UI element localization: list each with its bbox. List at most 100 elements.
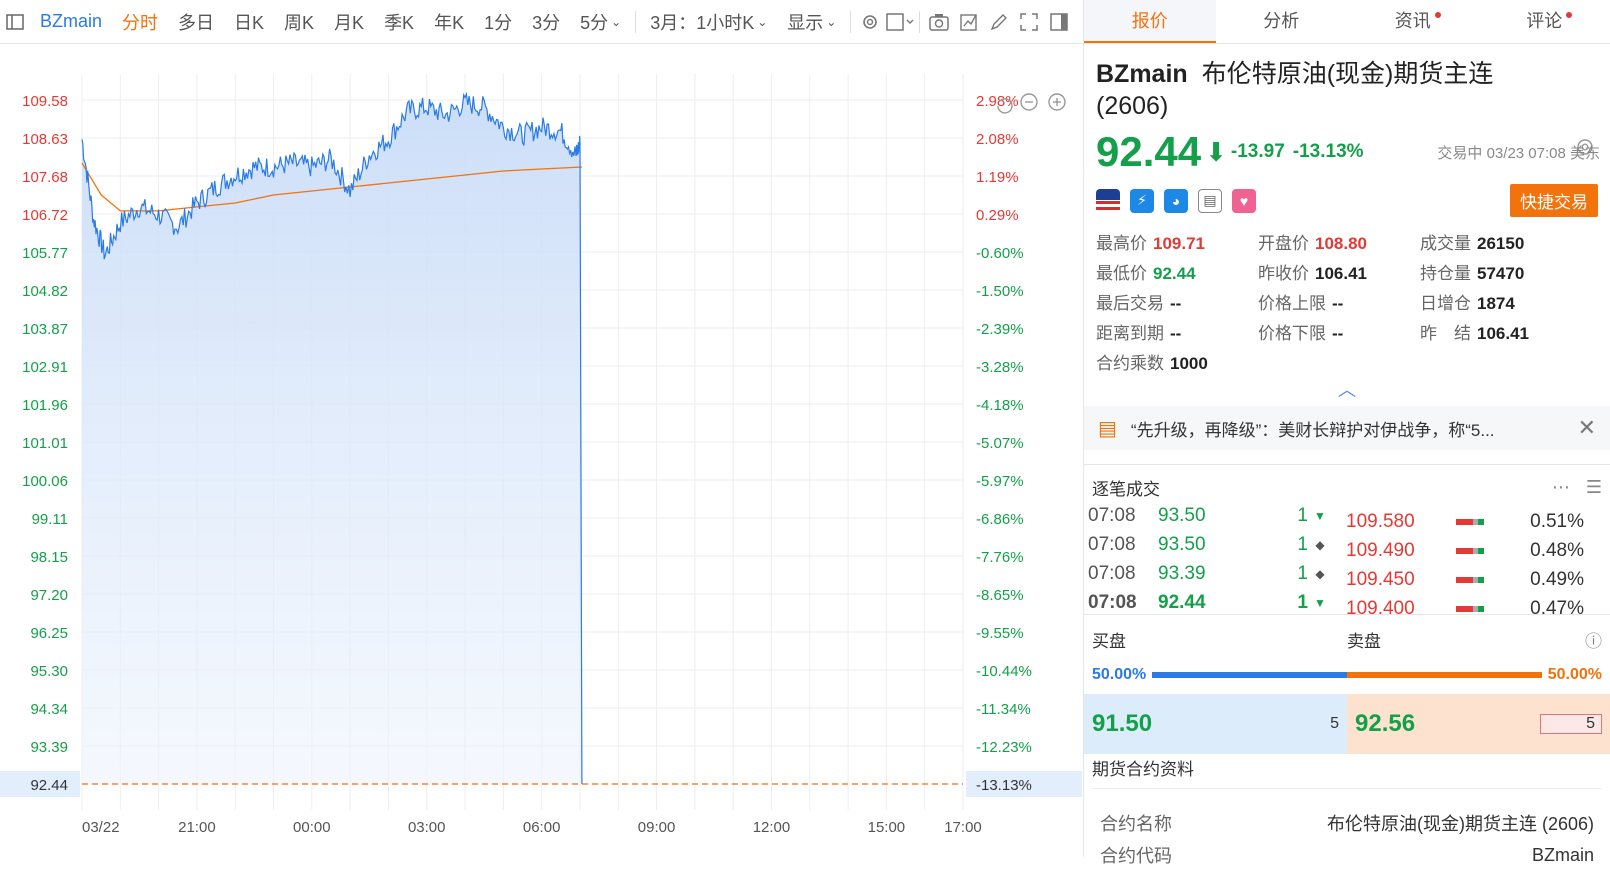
tab-multi-day[interactable]: 多日 (168, 9, 224, 35)
indicator-select-icon[interactable] (885, 12, 915, 32)
badge-row: ⚡ ◕ ▤ ♥ 快捷交易 (1096, 184, 1598, 217)
quick-trade-button[interactable]: 快捷交易 (1510, 184, 1598, 217)
zoom-in-icon[interactable] (1049, 94, 1065, 110)
more-icon[interactable]: ⋯ (1552, 477, 1570, 498)
gear-icon[interactable] (855, 12, 885, 32)
stat-value: 108.80 (1315, 234, 1367, 253)
stat-label: 开盘价 (1258, 234, 1309, 253)
ask-box[interactable]: 92.56 5 (1347, 694, 1610, 754)
y-tick-label: 108.63 (22, 131, 68, 148)
tick-header: 逐笔成交 ⋯ ☰ (1084, 465, 1610, 500)
book-price: 109.580 (1346, 511, 1456, 533)
divider (919, 11, 920, 33)
instrument-code: BZmain (1096, 60, 1188, 88)
panel-toggle-icon[interactable] (1044, 12, 1074, 32)
x-tick-label: 03:00 (408, 819, 446, 836)
tab-year-k[interactable]: 年K (424, 9, 474, 35)
contract-key: 合约代码 (1100, 842, 1172, 868)
display-select[interactable]: 显示⌄ (777, 9, 846, 35)
tab-quote[interactable]: 报价 (1084, 0, 1216, 43)
stat-item: 距离到期 -- (1096, 319, 1258, 344)
x-tick-label: 12:00 (753, 819, 791, 836)
y-axis-right: 2.98%2.08%1.19%0.29%-0.60%-1.50%-2.39%-3… (966, 93, 1082, 797)
favorite-heart-icon[interactable]: ♥ (1232, 189, 1256, 213)
tab-day-k[interactable]: 日K (224, 9, 274, 35)
x-tick-label: 17:00 (944, 819, 982, 836)
y-tick-label: 94.34 (30, 701, 68, 718)
sidebar-toggle-icon[interactable] (0, 13, 30, 31)
draw-chart-icon[interactable] (954, 12, 984, 32)
note-icon[interactable]: ▤ (1198, 189, 1222, 213)
tab-intraday[interactable]: 分时 (112, 9, 168, 35)
buy-label: 买盘 (1092, 627, 1347, 652)
stat-value: 1874 (1477, 294, 1515, 313)
pct-tick-label: -7.76% (976, 549, 1024, 566)
ask-price: 92.56 (1355, 710, 1415, 738)
list-icon[interactable]: ☰ (1586, 477, 1602, 498)
pct-tick-label: -6.86% (976, 511, 1024, 528)
symbol-label[interactable]: BZmain (30, 11, 112, 32)
y-tick-label: 96.25 (30, 625, 68, 642)
stat-label: 最高价 (1096, 234, 1147, 253)
y-tick-label: 97.20 (30, 587, 68, 604)
stat-value: 106.41 (1315, 264, 1367, 283)
last-price: 92.44 (1096, 128, 1201, 176)
tick-volume: 1 (1278, 592, 1308, 614)
tab-comments-label: 评论 (1526, 11, 1562, 31)
chart-svg[interactable]: 109.58108.63107.68106.72105.77104.82103.… (0, 44, 1082, 857)
tab-comments[interactable]: 评论 (1479, 0, 1610, 43)
tab-analysis[interactable]: 分析 (1216, 0, 1348, 43)
book-pct: 0.48% (1514, 540, 1584, 562)
zoom-out-icon[interactable] (1021, 94, 1037, 110)
stat-label: 成交量 (1420, 234, 1471, 253)
buy-sell-ratio: 50.00% 50.00% (1084, 666, 1610, 684)
info-icon[interactable]: ⓘ (1585, 627, 1602, 652)
lightning-icon[interactable]: ⚡ (1130, 189, 1154, 213)
tab-5min[interactable]: 5分⌄ (570, 9, 631, 35)
news-banner[interactable]: ▤ “先升级，再降级”：美财长辩护对伊战争，称“5... ✕ (1084, 406, 1610, 450)
stat-value: 106.41 (1477, 324, 1529, 343)
pencil-icon[interactable] (984, 12, 1014, 32)
period-select[interactable]: 3月：1小时K⌄ (640, 9, 777, 35)
y-tick-label: 101.96 (22, 397, 68, 414)
collapse-caret-icon[interactable]: ︿ (1096, 376, 1598, 402)
pct-tick-label: -10.44% (976, 663, 1032, 680)
stat-value: 1000 (1170, 354, 1208, 373)
close-icon[interactable]: ✕ (1578, 415, 1596, 441)
bid-price: 91.50 (1092, 710, 1152, 738)
x-tick-label: 06:00 (523, 819, 561, 836)
contract-key: 合约名称 (1100, 810, 1172, 836)
bar-sell (1456, 606, 1473, 612)
tab-quarter-k[interactable]: 季K (374, 9, 424, 35)
tab-week-k[interactable]: 周K (274, 9, 324, 35)
fullscreen-icon[interactable] (1014, 12, 1044, 32)
stat-label: 距离到期 (1096, 324, 1164, 343)
news-headline[interactable]: “先升级，再降级”：美财长辩护对伊战争，称“5... (1131, 416, 1578, 441)
unread-dot (1566, 12, 1572, 18)
quote-boxes: 91.50 5 92.56 5 (1084, 694, 1610, 754)
us-flag-icon (1096, 189, 1120, 213)
bid-ask-section: 买盘 卖盘 ⓘ 50.00% 50.00% 91.50 5 92.56 5 (1084, 614, 1610, 744)
tab-1min[interactable]: 1分 (474, 9, 522, 35)
tick-price: 93.50 (1158, 534, 1278, 556)
book-bar (1456, 548, 1484, 554)
tab-3min[interactable]: 3分 (522, 9, 570, 35)
stat-label: 昨 结 (1420, 324, 1471, 343)
bid-box[interactable]: 91.50 5 (1084, 694, 1347, 754)
community-icon[interactable]: ◕ (1164, 189, 1188, 213)
camera-icon[interactable] (924, 12, 954, 32)
tick-time: 07:08 (1088, 563, 1158, 585)
tab-news[interactable]: 资讯 (1347, 0, 1479, 43)
tab-month-k[interactable]: 月K (324, 9, 374, 35)
book-pct: 0.51% (1514, 511, 1584, 533)
stat-value: -- (1170, 324, 1181, 343)
y-tick-label: 98.15 (30, 549, 68, 566)
